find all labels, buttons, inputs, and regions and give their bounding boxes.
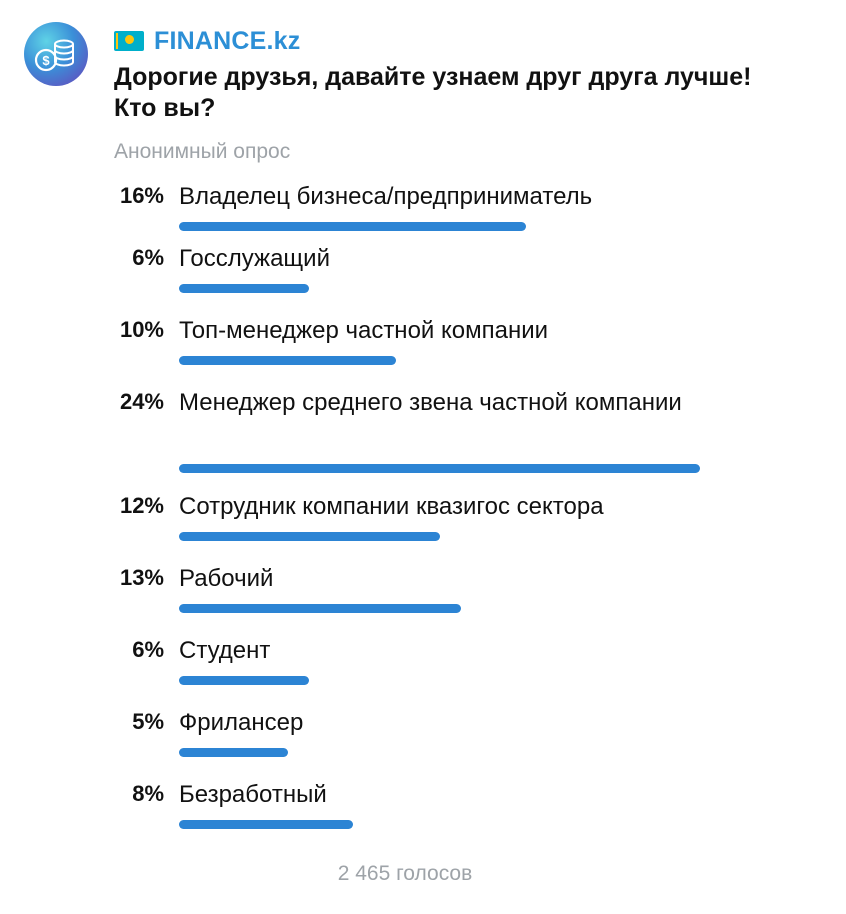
- kazakhstan-flag-icon: [114, 31, 144, 51]
- option-label: Фрилансер: [179, 709, 304, 736]
- coins-dollar-icon: $: [34, 39, 74, 72]
- option-percent: 13%: [119, 565, 164, 590]
- option-label: Менеджер среднего звена частной компании: [179, 389, 682, 416]
- svg-text:$: $: [42, 53, 50, 68]
- option-percent: 10%: [119, 317, 164, 342]
- option-percent: 24%: [119, 389, 164, 414]
- option-bar: [179, 604, 461, 613]
- vote-count[interactable]: 2 465 голосов: [337, 862, 473, 885]
- option-bar: [179, 532, 440, 541]
- poll-question: Дорогие друзья, давайте узнаем друг друг…: [114, 63, 752, 122]
- option-percent: 6%: [132, 637, 164, 662]
- option-label: Студент: [179, 637, 271, 664]
- option-percent: 6%: [132, 245, 164, 270]
- option-label: Госслужащий: [179, 245, 330, 272]
- option-bar: [179, 748, 288, 757]
- option-bar: [179, 284, 309, 293]
- option-percent: 16%: [119, 183, 164, 208]
- poll-type-label: Анонимный опрос: [114, 140, 291, 163]
- option-label: Владелец бизнеса/предприниматель: [179, 183, 593, 210]
- option-bar: [179, 464, 700, 473]
- option-bar: [179, 820, 353, 829]
- option-bar: [179, 222, 526, 231]
- option-label: Рабочий: [179, 565, 274, 592]
- option-label: Сотрудник компании квазигос сектора: [179, 493, 604, 520]
- option-percent: 5%: [132, 709, 164, 734]
- option-percent: 8%: [132, 781, 164, 806]
- channel-avatar[interactable]: $: [24, 22, 88, 86]
- option-percent: 12%: [119, 493, 164, 518]
- channel-header[interactable]: FINANCE.kz: [114, 26, 300, 56]
- option-bar: [179, 676, 309, 685]
- option-label: Топ-менеджер частной компании: [179, 317, 549, 344]
- option-label: Безработный: [179, 781, 327, 808]
- channel-name[interactable]: FINANCE.kz: [154, 26, 301, 55]
- option-bar: [179, 356, 396, 365]
